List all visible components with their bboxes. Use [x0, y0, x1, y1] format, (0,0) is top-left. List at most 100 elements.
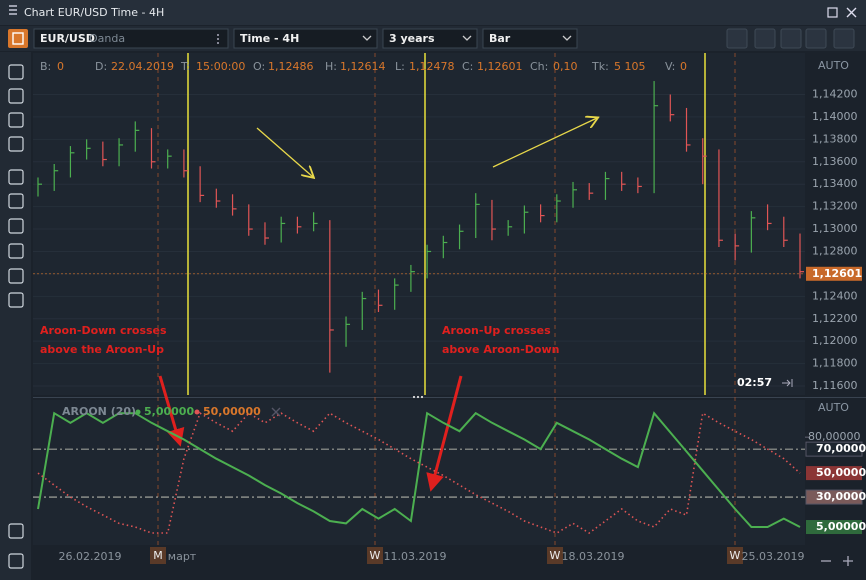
- info-value: 1,12478: [409, 60, 455, 73]
- tool-button[interactable]: [8, 243, 24, 259]
- period-select[interactable]: [382, 28, 478, 49]
- y-tick-label: 1,14000: [812, 110, 858, 123]
- tool-button[interactable]: [8, 553, 24, 569]
- remove-indicator[interactable]: [271, 407, 281, 417]
- info-value: 0,10: [553, 60, 578, 73]
- callout-arrow: [158, 375, 185, 447]
- toolbar-button[interactable]: [833, 28, 855, 49]
- tool-button[interactable]: [8, 193, 24, 209]
- zoom-in[interactable]: [843, 556, 853, 566]
- broker-label: Oanda: [89, 32, 125, 45]
- toolbar-button[interactable]: [754, 28, 776, 49]
- info-key: Tk:: [591, 60, 609, 73]
- resize-handle[interactable]: [412, 395, 416, 399]
- annotation-text: above the Aroon-Up: [40, 343, 164, 356]
- tool-button[interactable]: [8, 64, 24, 80]
- period-marker-box: [547, 547, 563, 564]
- legend-dot: [135, 409, 141, 415]
- tool-button[interactable]: [8, 292, 24, 308]
- info-key: V:: [665, 60, 675, 73]
- info-value: 22.04.2019: [111, 60, 174, 73]
- x-tick-label: 25.03.2019: [742, 550, 805, 563]
- scroll-end-icon[interactable]: [782, 379, 793, 387]
- timeframe-select-label: Time - 4H: [240, 32, 299, 45]
- info-key: D:: [95, 60, 107, 73]
- period-marker: W: [370, 549, 381, 562]
- info-key: T:: [180, 60, 190, 73]
- period-select-label: 3 years: [389, 32, 435, 45]
- current-value-label: 50,00000: [816, 466, 866, 479]
- y-tick-label: 1,12200: [812, 312, 858, 325]
- scale-mode[interactable]: AUTO: [818, 401, 849, 414]
- callout-arrow: [426, 375, 463, 492]
- legend-value: 5,00000: [144, 405, 194, 418]
- dropdown-arrow: [462, 35, 472, 41]
- x-tick-label: 11.03.2019: [384, 550, 447, 563]
- sidebar: [0, 52, 31, 580]
- last-price-label: 1,12601: [812, 267, 862, 280]
- info-key: O:: [253, 60, 265, 73]
- toolbar-button[interactable]: [805, 28, 827, 49]
- trend-arrow: [492, 118, 597, 168]
- current-value-box: [806, 520, 862, 535]
- y-tick-label: 1,13600: [812, 155, 858, 168]
- symbol-select-label: EUR/USD: [40, 32, 95, 45]
- more-icon: [217, 42, 219, 44]
- tool-button[interactable]: [8, 523, 24, 539]
- x-tick-label: 26.02.2019: [59, 550, 122, 563]
- y-tick-label: 1,14200: [812, 87, 858, 100]
- tool-button[interactable]: [8, 112, 24, 128]
- resize-handle[interactable]: [416, 395, 420, 399]
- price-pane: [33, 53, 805, 395]
- y-tick-label: 1,12000: [812, 334, 858, 347]
- dropdown-arrow: [362, 35, 372, 41]
- info-value: 15:00:00: [196, 60, 245, 73]
- countdown-timer: 02:57: [737, 376, 772, 389]
- restore-button[interactable]: [827, 7, 838, 18]
- dropdown-arrow: [562, 35, 572, 41]
- period-marker: M: [153, 549, 163, 562]
- style-select[interactable]: [482, 28, 578, 49]
- tool-button[interactable]: [8, 136, 24, 152]
- info-key: Ch:: [530, 60, 548, 73]
- y-tick-label: 1,13800: [812, 132, 858, 145]
- tool-button[interactable]: [8, 88, 24, 104]
- info-value: 0: [57, 60, 64, 73]
- resize-handle[interactable]: [420, 395, 424, 399]
- symbol-select[interactable]: [33, 28, 229, 49]
- period-marker: W: [550, 549, 561, 562]
- annotation-text: above Aroon-Down: [442, 343, 559, 356]
- toolbar-button[interactable]: [726, 28, 748, 49]
- tool-button[interactable]: [8, 169, 24, 185]
- title-bar: [0, 0, 866, 25]
- level-box: [805, 441, 863, 457]
- current-value-box: [806, 466, 862, 481]
- info-value: 5 105: [614, 60, 646, 73]
- info-key: B:: [40, 60, 51, 73]
- info-value: 1,12614: [340, 60, 386, 73]
- more-icon: [217, 38, 219, 40]
- x-tick-label: март: [168, 550, 197, 563]
- toolbar-button[interactable]: [780, 28, 802, 49]
- last-price-box: [806, 266, 862, 281]
- info-value: 0: [680, 60, 687, 73]
- y-tick-label: 1,13400: [812, 177, 858, 190]
- period-marker-box: [150, 547, 166, 564]
- y-tick-label: 1,13000: [812, 222, 858, 235]
- tool-button[interactable]: [8, 218, 24, 234]
- scale-mode[interactable]: AUTO: [818, 59, 849, 72]
- timeframe-select[interactable]: [233, 28, 378, 49]
- legend-dot: [194, 409, 200, 415]
- y-tick-label: 1,11800: [812, 357, 858, 370]
- info-value: 1,12486: [268, 60, 314, 73]
- level-label: 30,00000: [816, 490, 866, 503]
- tool-button[interactable]: [8, 268, 24, 284]
- info-value: 1,12601: [477, 60, 523, 73]
- current-value-label: 5,00000: [816, 520, 866, 533]
- close-button[interactable]: [846, 7, 857, 18]
- legend-value: 50,00000: [203, 405, 261, 418]
- panel-toggle[interactable]: [8, 29, 28, 48]
- more-icon: [217, 34, 219, 36]
- x-tick-label: 18.03.2019: [562, 550, 625, 563]
- y-tick-label: 1,12400: [812, 289, 858, 302]
